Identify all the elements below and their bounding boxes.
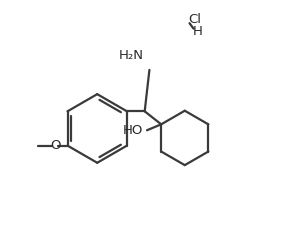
Text: Cl: Cl — [188, 13, 201, 26]
Text: O: O — [50, 139, 60, 152]
Text: H₂N: H₂N — [118, 49, 144, 62]
Text: H: H — [193, 25, 203, 38]
Text: HO: HO — [123, 124, 144, 137]
